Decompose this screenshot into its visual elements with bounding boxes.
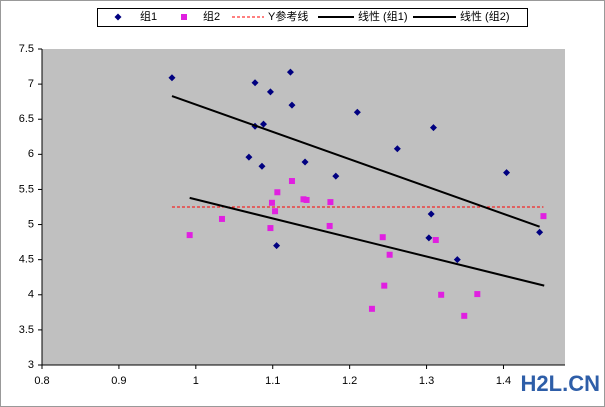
point xyxy=(301,158,309,166)
y-tick-label: 6.5 xyxy=(19,113,34,125)
point xyxy=(326,222,333,229)
point xyxy=(540,213,547,220)
point xyxy=(218,215,225,222)
point xyxy=(273,242,281,250)
legend-label: 线性 (组1) xyxy=(358,9,408,23)
point xyxy=(288,178,295,185)
point xyxy=(393,145,401,153)
point xyxy=(186,232,193,239)
trend-line xyxy=(189,196,545,287)
point xyxy=(536,228,544,236)
point xyxy=(353,108,361,116)
y-tick-label: 6 xyxy=(28,148,34,160)
point xyxy=(427,210,435,218)
point xyxy=(303,196,310,203)
point xyxy=(381,282,388,289)
point xyxy=(267,225,274,232)
point xyxy=(286,68,294,76)
point xyxy=(461,312,468,319)
point xyxy=(438,291,445,298)
legend-label: 组2 xyxy=(203,9,220,23)
point xyxy=(474,291,481,298)
y-tick-label: 7 xyxy=(28,78,34,90)
watermark: H2L.CN xyxy=(521,371,600,396)
legend-marker xyxy=(181,14,187,20)
x-tick-label: 1 xyxy=(193,375,199,387)
point xyxy=(332,172,340,180)
point xyxy=(260,120,268,128)
point xyxy=(258,162,266,170)
x-tick-label: 1.2 xyxy=(342,375,357,387)
y-tick-label: 5 xyxy=(28,218,34,230)
y-tick-label: 7.5 xyxy=(19,43,34,55)
y-tick-label: 3.5 xyxy=(19,324,34,336)
y-tick-label: 5.5 xyxy=(19,183,34,195)
point xyxy=(251,79,259,87)
point xyxy=(429,124,437,132)
point xyxy=(168,74,176,82)
legend-box xyxy=(97,8,528,27)
point xyxy=(432,237,439,244)
legend-label: 组1 xyxy=(140,9,157,23)
x-tick-label: 0.9 xyxy=(111,375,126,387)
legend-label: 线性 (组2) xyxy=(460,9,510,23)
point xyxy=(288,101,296,109)
point xyxy=(368,305,375,312)
y-tick-label: 4.5 xyxy=(19,254,34,266)
point xyxy=(266,88,274,96)
point xyxy=(327,199,334,206)
legend-label: Y参考线 xyxy=(268,9,308,23)
trend-line xyxy=(171,95,540,228)
point xyxy=(300,196,307,203)
legend-marker xyxy=(114,13,122,21)
x-tick-label: 1.4 xyxy=(496,375,511,387)
point xyxy=(274,189,281,196)
y-tick-label: 4 xyxy=(28,289,34,301)
x-tick-label: 0.8 xyxy=(34,375,49,387)
point xyxy=(379,234,386,241)
point xyxy=(268,199,275,206)
point xyxy=(245,153,253,161)
point xyxy=(503,169,511,177)
x-tick-label: 1.3 xyxy=(419,375,434,387)
point xyxy=(386,251,393,258)
y-tick-label: 3 xyxy=(28,359,34,371)
x-tick-label: 1.1 xyxy=(265,375,280,387)
point xyxy=(425,234,433,242)
point xyxy=(453,256,461,264)
point xyxy=(272,208,279,215)
